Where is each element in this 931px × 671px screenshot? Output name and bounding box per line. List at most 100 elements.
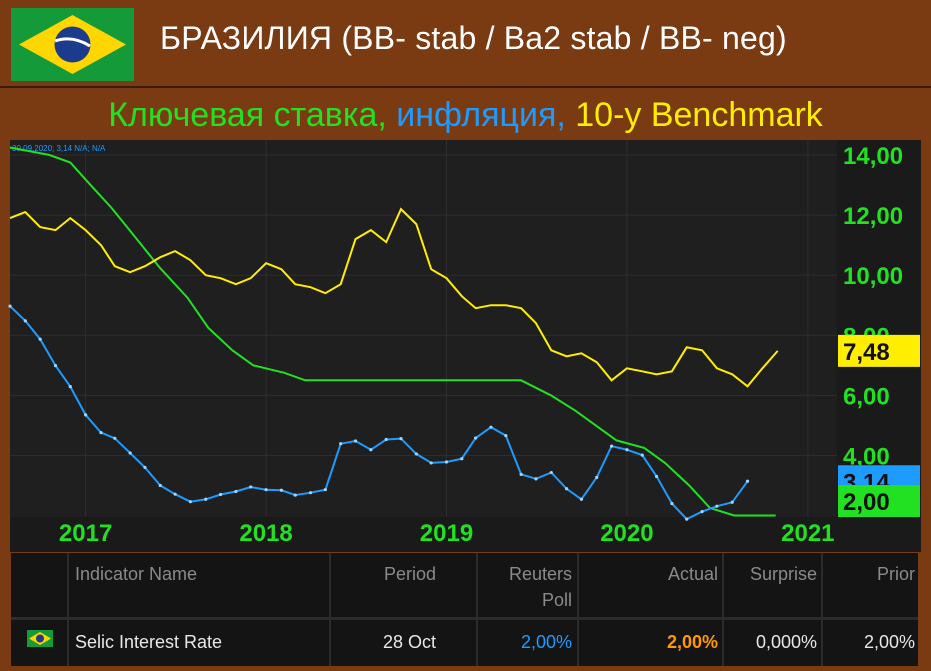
- brazil-flag-icon: [11, 8, 134, 81]
- data-point-inflation: [143, 465, 147, 470]
- data-point-inflation: [625, 448, 629, 452]
- y-tick-label: 14,00: [843, 143, 903, 170]
- chart-subtitle: Ключевая ставка, инфляция, 10-y Benchmar…: [0, 96, 931, 135]
- header-surprise: Surprise: [749, 564, 817, 584]
- chart: 30.09.2020; 3,14 N/A; N/A 14,00 12,00 10,0…: [8, 140, 921, 552]
- last-value-label-benchmark: 7,48: [843, 339, 890, 366]
- data-point-inflation: [113, 436, 117, 440]
- data-point-inflation: [429, 461, 433, 465]
- data-point-inflation: [264, 488, 268, 492]
- last-value-box-benchmark: [838, 334, 920, 367]
- data-point-inflation: [504, 433, 508, 438]
- data-point-inflation: [339, 442, 343, 446]
- table-col-divider: [722, 553, 724, 666]
- last-value-box-key_rate: [838, 485, 920, 517]
- data-point-inflation: [519, 472, 523, 476]
- data-point-inflation: [654, 474, 659, 479]
- data-point-inflation: [549, 470, 553, 475]
- data-point-inflation: [414, 452, 418, 456]
- series-line-benchmark: [9, 207, 779, 388]
- x-axis-panel: [10, 517, 921, 552]
- data-point-inflation: [218, 492, 223, 497]
- row-reuters-poll: 2,00%: [520, 632, 572, 652]
- y-tick-label: 12,00: [843, 203, 903, 230]
- table-col-divider: [476, 553, 478, 666]
- data-point-inflation: [234, 489, 238, 494]
- data-point-inflation: [474, 436, 478, 440]
- data-point-inflation: [489, 425, 493, 429]
- subtitle-key-rate: Ключевая ставка,: [108, 96, 387, 134]
- series-layer: [8, 146, 779, 521]
- data-point-inflation: [279, 488, 283, 492]
- table-col-divider: [329, 553, 331, 666]
- header-reuters-poll-line1: Reuters: [508, 564, 572, 584]
- data-point-inflation: [715, 504, 719, 508]
- header-reuters-poll-line2: Poll: [541, 590, 572, 610]
- header-actual: Actual: [667, 564, 718, 584]
- table-col-divider: [821, 553, 823, 666]
- data-point-inflation: [353, 439, 358, 443]
- data-point-inflation: [369, 448, 373, 452]
- data-point-inflation: [534, 477, 538, 481]
- data-point-inflation: [685, 517, 689, 521]
- y-axis-panel: [837, 140, 921, 517]
- header: БРАЗИЛИЯ (BB- stab / Ba2 stab / BB- neg): [0, 0, 931, 85]
- x-tick-label: 2018: [239, 520, 292, 547]
- data-point-inflation: [323, 488, 327, 492]
- data-point-inflation: [99, 430, 103, 435]
- data-point-inflation: [38, 337, 42, 341]
- data-point-inflation: [204, 497, 208, 501]
- last-value-labels: 7,483,142,00: [838, 334, 920, 517]
- data-point-inflation: [609, 444, 614, 448]
- x-ticks: 2017 2018 2019 2020 2021: [59, 520, 835, 547]
- subtitle-benchmark: 10-y Benchmark: [565, 96, 823, 134]
- header-indicator-name: Indicator Name: [75, 564, 198, 584]
- chart-info-text: 30.09.2020; 3,14 N/A; N/A: [12, 144, 106, 153]
- indicator-table: Indicator Name Period Reuters Poll Actua…: [11, 553, 918, 666]
- data-point-inflation: [68, 385, 72, 389]
- data-point-inflation: [308, 491, 313, 495]
- row-actual: 2,00%: [666, 632, 718, 652]
- data-point-inflation: [730, 500, 734, 504]
- data-point-inflation: [84, 413, 88, 417]
- table-header-divider: [11, 617, 918, 620]
- data-point-inflation: [595, 475, 599, 479]
- data-point-inflation: [384, 437, 388, 442]
- data-point-inflation: [158, 483, 162, 488]
- row-prior: 2,00%: [863, 632, 915, 652]
- y-tick-label: 10,00: [843, 263, 903, 290]
- data-point-inflation: [640, 453, 644, 457]
- x-tick-label: 2020: [600, 520, 653, 547]
- data-point-inflation: [399, 436, 403, 441]
- x-tick-label: 2021: [781, 520, 834, 547]
- y-tick-label: 6,00: [843, 383, 890, 410]
- data-point-inflation: [23, 319, 27, 323]
- brazil-flag-icon: [27, 630, 53, 647]
- x-tick-label: 2017: [59, 520, 112, 547]
- table-col-divider: [67, 553, 69, 666]
- x-tick-label: 2019: [420, 520, 473, 547]
- data-point-inflation: [293, 493, 297, 497]
- table-col-divider: [577, 553, 579, 666]
- data-point-inflation: [745, 479, 750, 483]
- data-point-inflation: [249, 485, 253, 489]
- header-divider: [0, 86, 931, 88]
- data-point-inflation: [53, 363, 58, 368]
- data-point-inflation: [444, 460, 449, 464]
- row-indicator-name: Selic Interest Rate: [75, 632, 223, 652]
- data-point-inflation: [8, 304, 12, 308]
- row-surprise: 0,000%: [755, 632, 817, 652]
- data-point-inflation: [670, 501, 674, 506]
- series-line-inflation: [9, 305, 749, 521]
- data-point-inflation: [579, 497, 584, 501]
- last-value-label-key_rate: 2,00: [843, 489, 890, 516]
- data-point-inflation: [128, 451, 132, 455]
- plot-area: [10, 140, 837, 517]
- data-point-inflation: [460, 457, 464, 461]
- grid: [10, 140, 837, 517]
- header-period: Period: [383, 564, 436, 584]
- table-row[interactable]: Selic Interest Rate 28 Oct 2,00% 2,00% 0…: [11, 620, 918, 666]
- subtitle-inflation: инфляция,: [386, 96, 566, 134]
- page-title: БРАЗИЛИЯ (BB- stab / Ba2 stab / BB- neg): [160, 20, 787, 56]
- series-line-key_rate: [9, 146, 776, 517]
